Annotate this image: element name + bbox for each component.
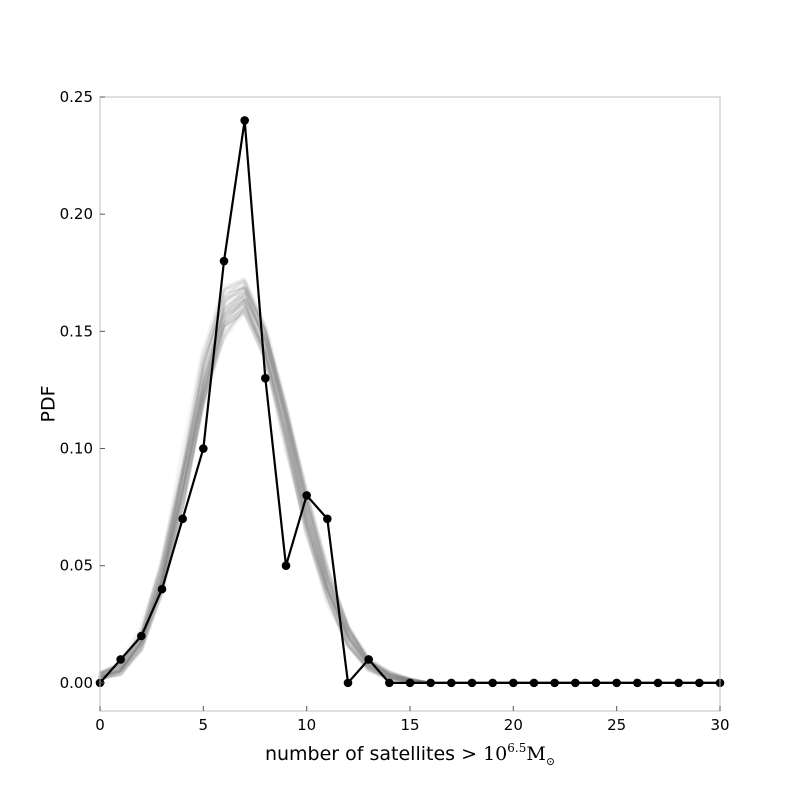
data-point <box>199 444 208 453</box>
y-tick-label: 0.00 <box>60 674 93 692</box>
x-tick-label: 25 <box>607 716 626 734</box>
data-point <box>219 256 229 266</box>
x-tick-label: 30 <box>710 716 729 734</box>
y-tick-label: 0.20 <box>60 205 93 223</box>
data-point <box>529 678 539 688</box>
data-point <box>674 678 683 688</box>
data-point <box>116 655 125 664</box>
data-point <box>302 491 311 500</box>
y-tick-label: 0.05 <box>60 557 93 575</box>
main-series <box>95 116 725 688</box>
data-point <box>591 678 601 688</box>
data-point <box>447 678 456 688</box>
data-point <box>343 678 353 688</box>
y-axis-label: PDF <box>38 385 60 422</box>
data-point <box>157 584 167 594</box>
data-point <box>467 678 477 688</box>
data-point <box>323 514 332 524</box>
x-axis-label: number of satellites > 106.5M⊙ <box>265 741 555 768</box>
data-point <box>653 678 663 688</box>
data-point <box>571 678 580 688</box>
data-point <box>405 678 415 688</box>
data-point <box>612 678 621 688</box>
data-point <box>385 678 394 688</box>
x-tick-label: 0 <box>95 716 105 734</box>
data-point <box>240 116 249 125</box>
data-point <box>426 678 435 688</box>
y-tick-label: 0.10 <box>60 440 93 458</box>
x-tick-label: 20 <box>504 716 523 734</box>
data-point <box>261 373 270 383</box>
x-tick-label: 15 <box>400 716 419 734</box>
data-point <box>633 678 642 688</box>
plot-background <box>100 97 720 711</box>
data-point <box>550 678 559 688</box>
x-axis-label-exponent: 6.5 <box>507 741 526 755</box>
x-tick-label: 5 <box>199 716 209 734</box>
y-tick-label: 0.25 <box>60 88 93 106</box>
data-point <box>509 678 518 688</box>
x-axis-label-base: 10 <box>483 743 507 765</box>
data-point <box>281 561 291 571</box>
x-axis-label-unit-subscript: ⊙ <box>546 755 555 768</box>
data-point <box>488 678 497 688</box>
x-axis-ticks: 0 5 10 15 20 25 30 <box>95 706 730 734</box>
data-point <box>137 631 146 641</box>
data-point <box>364 655 373 664</box>
x-axis-label-text: number of satellites > <box>265 743 483 765</box>
y-tick-label: 0.15 <box>60 322 93 340</box>
x-axis-label-unit: M <box>526 743 545 765</box>
x-tick-label: 10 <box>297 716 316 734</box>
y-axis-ticks: 0.00 0.05 0.10 0.15 0.20 0.25 <box>60 88 105 692</box>
data-point <box>178 514 187 524</box>
data-point <box>695 678 704 688</box>
